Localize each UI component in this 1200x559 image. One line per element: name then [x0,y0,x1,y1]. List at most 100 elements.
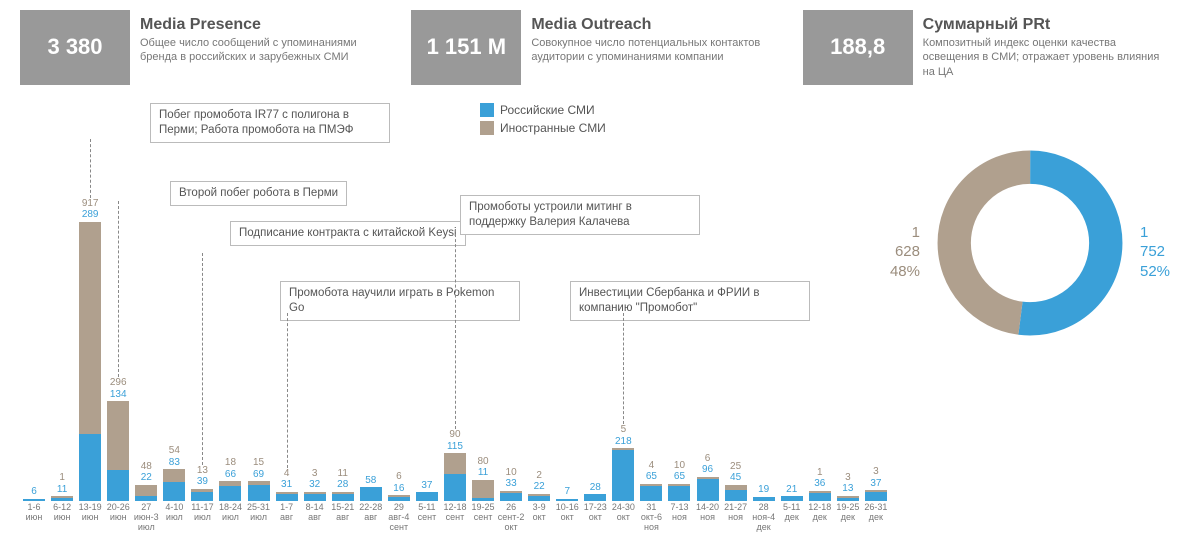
bar-value-foreign: 2 [536,471,542,482]
bar-value-russian: 11 [57,485,67,496]
bar-value-russian: 32 [309,480,320,491]
bar-slot: 19 [750,485,778,501]
bar-value-foreign: 25 [730,462,741,473]
bar-segment-russian [668,486,690,501]
x-axis-tick: 1-7авг [273,503,301,533]
metric-desc: Совокупное число потенциальных контактов… [531,36,778,65]
bar-value-foreign: 10 [506,468,517,479]
bar-value-russian: 37 [421,481,432,492]
main-area: Российские СМИ Иностранные СМИ Побег про… [20,103,1180,533]
bar-value-russian: 31 [281,480,292,491]
bar-segment-russian [79,434,101,501]
legend-label: Иностранные СМИ [500,121,606,135]
bar-value-russian: 11 [478,468,488,479]
bar-value-foreign: 13 [197,466,208,477]
bar-slot: 4822 [132,462,160,501]
bar-value-foreign: 917 [82,199,99,210]
x-axis-tick: 25-31июл [245,503,273,533]
bar-slot: 111 [48,473,76,501]
bar-segment-russian [416,492,438,501]
bar-value-foreign: 18 [225,458,236,469]
x-axis-tick: 31окт-6ноя [637,503,665,533]
bar-segment-russian [837,498,859,501]
metric-prt: 188,8 Суммарный PRt Композитный индекс о… [803,10,1180,85]
x-axis-labels: 1-6июн6-12июн13-19июн20-26июн27июн-3июл4… [20,503,890,533]
bar-value-russian: 83 [169,458,180,469]
x-axis-tick: 8-14авг [301,503,329,533]
donut-chart: 1 628 48% 1 752 52% [930,143,1130,343]
bar-value-foreign: 3 [312,469,318,480]
bar-segment-russian [248,485,270,501]
bar-slot: 332 [301,469,329,501]
bar-value-foreign: 15 [253,458,264,469]
x-axis-tick: 6-12июн [48,503,76,533]
bar-segment-foreign [472,480,494,499]
bar-value-foreign: 6 [396,472,402,483]
bar-slot: 431 [273,469,301,501]
bar-segment-russian [472,498,494,501]
bar-slot: 337 [862,467,890,501]
x-axis-tick: 29авг-4сент [385,503,413,533]
bar-slot: 7 [553,487,581,501]
legend-swatch [480,121,494,135]
bar-segment-russian [725,490,747,500]
bar-value-foreign: 80 [477,457,488,468]
bar-value-russian: 13 [842,484,853,495]
legend: Российские СМИ Иностранные СМИ [480,103,606,139]
x-axis-tick: 13-19июн [76,503,104,533]
x-axis-tick: 20-26июн [104,503,132,533]
bar-segment-russian [500,493,522,501]
x-axis-tick: 1-6июн [20,503,48,533]
bar-segment-russian [753,497,775,501]
bar-slot: 1866 [216,458,244,500]
x-axis-tick: 15-21авг [329,503,357,533]
metric-value: 3 380 [20,10,130,85]
donut-panel: 1 628 48% 1 752 52% [880,103,1180,343]
bar-value-russian: 96 [702,465,713,476]
donut-label-foreign: 1 628 48% [890,223,920,282]
bar-value-russian: 16 [393,484,404,495]
bar-value-russian: 6 [31,487,37,498]
bar-slot: 8011 [469,457,497,501]
bar-slot: 5483 [160,446,188,501]
bar-value-russian: 66 [225,470,236,481]
metric-media-outreach: 1 151 M Media Outreach Совокупное число … [411,10,788,85]
bar-segment-russian [135,496,157,501]
bar-value-russian: 21 [786,485,797,496]
bar-segment-russian [219,486,241,501]
x-axis-tick: 19-25дек [834,503,862,533]
bar-segment-russian [304,494,326,501]
bar-value-russian: 58 [365,476,376,487]
bar-slot: 696 [694,454,722,501]
x-axis-tick: 4-10июл [160,503,188,533]
bar-slot: 1128 [329,469,357,501]
bar-value-foreign: 90 [449,430,460,441]
annotation-connector [90,139,91,198]
bar-value-russian: 115 [447,442,463,453]
bar-slot: 222 [525,471,553,501]
bar-segment-russian [191,492,213,501]
bar-slot: 917289 [76,199,104,501]
bar-value-foreign: 1 [59,473,65,484]
bar-segment-foreign [444,453,466,474]
bar-segment-russian [556,499,578,501]
bars-container: 6111917289296134482254831339186615694313… [20,221,890,501]
bar-value-russian: 28 [337,480,348,491]
bar-slot: 313 [834,473,862,501]
bar-value-russian: 22 [141,473,152,484]
donut-svg [930,143,1130,343]
bar-chart: Российские СМИ Иностранные СМИ Побег про… [20,103,890,533]
legend-swatch [480,103,494,117]
bar-slot: 90115 [441,430,469,500]
bar-value-foreign: 48 [141,462,152,473]
donut-label-russian: 1 752 52% [1140,223,1170,282]
x-axis-tick: 7-13ноя [665,503,693,533]
bar-value-russian: 37 [870,479,881,490]
x-axis-tick: 27июн-3июл [132,503,160,533]
metrics-row: 3 380 Media Presence Общее число сообщен… [20,10,1180,85]
annotation-box: Побег промобота IR77 с полигона в Перми;… [150,103,390,143]
bar-value-russian: 22 [534,482,545,493]
bar-value-russian: 7 [564,487,570,498]
bar-segment-russian [332,494,354,500]
bar-value-russian: 69 [253,470,264,481]
